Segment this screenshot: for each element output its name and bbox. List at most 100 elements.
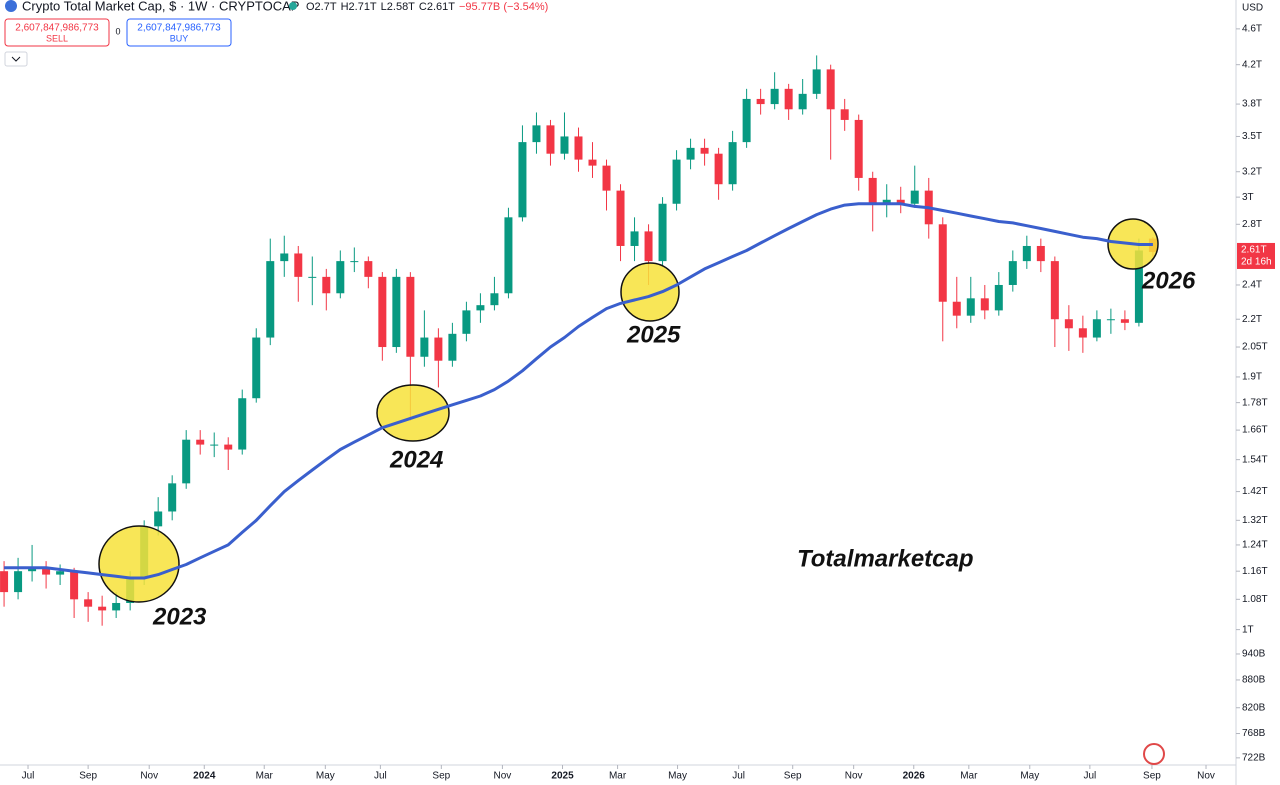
candle-body [476,305,485,311]
x-tick-label: Nov [140,771,158,782]
candle-body [1036,245,1045,262]
y-tick-label: 2.8T [1242,219,1262,230]
x-tick-label: Sep [79,771,97,782]
chart-title: Crypto Total Market Cap, $ · 1W · CRYPTO… [22,0,299,13]
candle-body [406,276,415,357]
candle-body [392,276,401,348]
candle-body [616,190,625,246]
candle-body [812,69,821,94]
ohlc-value: L2.58T [381,1,416,13]
collapse-button[interactable] [4,51,28,67]
x-tick-label: Jul [1083,771,1096,782]
overlay [4,202,1153,580]
candle-body [308,276,317,278]
y-tick-label: 2.2T [1242,314,1262,325]
y-tick-label: 2.4T [1242,280,1262,291]
y-tick-label: 3.8T [1242,99,1262,110]
y-tick-label: 2.05T [1242,342,1268,353]
candle-body [952,301,961,316]
candle-body [434,337,443,361]
y-tick-label: 3T [1242,192,1254,203]
candle-body [28,567,37,572]
candle-body [56,571,65,575]
price-tag [1237,242,1275,269]
x-tick-label: 2025 [551,771,574,782]
y-tick-label: 1.08T [1242,594,1268,605]
y-tick-label: 3.5T [1242,131,1262,142]
annotation: 2024 [389,446,443,473]
y-tick-label: 722B [1242,752,1266,763]
candle-body [742,98,751,143]
candle-body [756,98,765,105]
x-tick-label: Sep [432,771,450,782]
highlight-circle [376,384,450,442]
candle-body [672,159,681,204]
y-tick-label: 4.2T [1242,59,1262,70]
candle-body [420,337,429,357]
buy-button[interactable] [126,18,232,47]
candle-body [252,337,261,399]
ohlc-value: O2.7T [306,1,337,13]
candle-body [686,147,695,160]
candle-body [112,602,121,611]
x-tick-label: Jul [732,771,745,782]
x-tick-label: Jul [22,771,35,782]
candle-body [770,88,779,105]
candle-body [322,276,331,294]
candle-body [630,231,639,246]
candle-body [854,119,863,178]
candle-body [1134,250,1143,323]
x-tick-label: Sep [1143,771,1161,782]
y-tick-label: 940B [1242,649,1266,660]
candle-body [1092,319,1101,338]
candle-body [840,109,849,120]
sell-button[interactable] [4,18,110,47]
candle-body [826,69,835,110]
candle-body [364,261,373,277]
candle-body [210,444,219,446]
candle-body [588,159,597,166]
buy-price: 2,607,847,986,773 [137,23,221,34]
y-tick-label: 1.78T [1242,397,1268,408]
x-tick-label: May [316,771,335,782]
annotation: 2025 [626,321,681,348]
candle-body [798,93,807,110]
candle-body [168,483,177,512]
x-tick-label: Mar [960,771,978,782]
candle-body [462,310,471,334]
x-tick-label: Mar [256,771,274,782]
x-tick-label: Sep [784,771,802,782]
candle-body [0,571,9,593]
highlight-circles [98,218,1159,603]
annotation: 2026 [1141,267,1196,294]
y-tick-label: 1.32T [1242,515,1268,526]
candle-body [532,125,541,143]
candle-body [14,571,23,593]
candle-body [546,125,555,154]
annotation: Totalmarketcap [797,545,974,572]
candle-body [728,142,737,185]
candle-body [238,398,247,450]
candle-body [504,217,513,294]
candle-body [658,203,667,262]
x-tick-label: May [1020,771,1039,782]
y-tick-label: 1.42T [1242,486,1268,497]
candle-body [602,165,611,191]
candle-body [882,199,891,204]
candle-body [336,261,345,294]
candle-body [1078,328,1087,338]
symbol-icon [5,0,17,12]
candle-body [518,142,527,218]
candle-body [196,439,205,445]
candle-body [154,511,163,527]
candle-body [980,298,989,311]
x-tick-label: 2024 [193,771,216,782]
y-tick-label: 1.66T [1242,425,1268,436]
candle-body [1064,319,1073,329]
candle-body [1008,261,1017,285]
candle-body [98,606,107,611]
ohlc-legend: O2.7T H2.71T L2.58T C2.61T −95.77B (−3.54%) [306,1,548,13]
